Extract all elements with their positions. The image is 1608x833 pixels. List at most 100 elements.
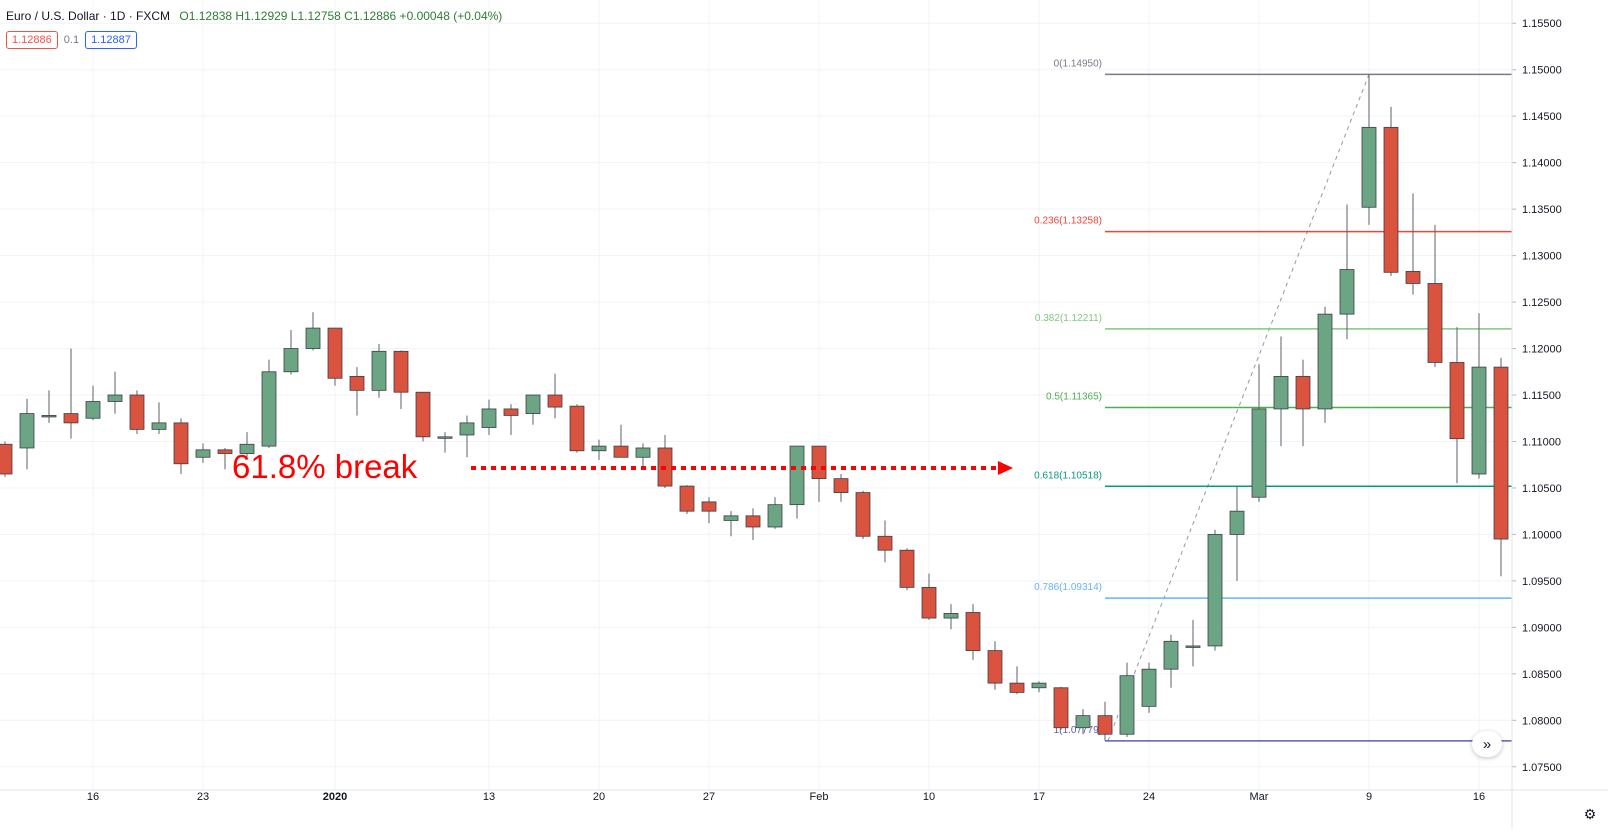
trade-badges: 1.12886 0.1 1.12887 xyxy=(6,31,137,49)
candle xyxy=(1295,359,1311,447)
fibonacci-retracement[interactable]: 0(1.14950) 0.236(1.13258) 0.382(1.12211) 0.… xyxy=(1034,58,1512,742)
candle xyxy=(1097,701,1113,741)
candle xyxy=(1163,634,1179,688)
sell-price-button[interactable]: 1.12886 xyxy=(6,31,58,49)
candle xyxy=(987,641,1003,690)
buy-price-button[interactable]: 1.12887 xyxy=(85,31,137,49)
candle-body xyxy=(811,445,827,480)
candle-body xyxy=(1207,534,1223,647)
candle xyxy=(1427,224,1443,368)
candle-body xyxy=(591,445,607,452)
candle-body xyxy=(195,449,211,458)
time-tick-label: 9 xyxy=(1366,791,1372,803)
price-tick-label: 1.15000 xyxy=(1522,65,1562,77)
time-axis[interactable]: 16 23 2020 13 20 27 Feb 10 17 24 Mar 9 16 xyxy=(0,789,1608,803)
candle xyxy=(437,432,453,453)
candle-body xyxy=(679,485,695,512)
double-chevron-right-icon: » xyxy=(1482,735,1492,753)
candle xyxy=(1229,486,1245,581)
candle-body xyxy=(283,348,299,373)
candle-body xyxy=(833,478,849,493)
time-tick-label: 24 xyxy=(1143,791,1155,803)
candle-body xyxy=(327,327,343,379)
price-tick-label: 1.11500 xyxy=(1522,390,1561,402)
scroll-to-realtime-button[interactable]: » xyxy=(1472,731,1502,757)
candle xyxy=(1119,662,1135,738)
candle xyxy=(239,432,255,459)
candle xyxy=(877,520,893,563)
candle-body xyxy=(481,408,497,428)
time-tick-label: 13 xyxy=(483,791,495,803)
candle xyxy=(415,391,431,442)
candle xyxy=(855,490,871,540)
candle xyxy=(547,373,563,419)
candle-body xyxy=(613,445,629,458)
candle xyxy=(657,434,673,488)
candle-body xyxy=(569,405,585,452)
price-tick-label: 1.13500 xyxy=(1522,204,1562,216)
candle-body xyxy=(525,394,541,414)
candle xyxy=(0,441,13,477)
candle-body xyxy=(217,449,233,454)
candle xyxy=(459,415,475,458)
price-tick-label: 1.10500 xyxy=(1522,483,1562,495)
candle-body xyxy=(1427,283,1443,363)
candle xyxy=(679,485,695,514)
candle xyxy=(195,443,211,463)
candle-body xyxy=(371,350,387,391)
candle-body xyxy=(151,422,167,430)
candle-body xyxy=(459,422,475,436)
time-tick-label: 20 xyxy=(593,791,605,803)
price-axis[interactable]: 1.07500 1.08000 1.08500 1.09000 1.09500 1.100… xyxy=(1511,0,1562,828)
candle-body xyxy=(745,515,761,528)
candle-body xyxy=(943,613,959,619)
candle xyxy=(525,394,541,425)
candle xyxy=(943,604,959,630)
candle-body xyxy=(877,535,893,551)
time-tick-label: 10 xyxy=(923,791,935,803)
candle-body xyxy=(789,445,805,506)
candle xyxy=(217,447,233,470)
price-tick-label: 1.12500 xyxy=(1522,297,1562,309)
candle xyxy=(635,443,651,467)
candle xyxy=(283,329,299,375)
time-tick-label: 27 xyxy=(703,791,715,803)
candle xyxy=(1185,619,1201,667)
candle-body xyxy=(1251,408,1267,498)
candle-body xyxy=(173,422,189,465)
spread-value: 0.1 xyxy=(63,34,80,46)
candle xyxy=(349,367,365,416)
candle xyxy=(1031,681,1047,693)
candle xyxy=(1493,357,1509,577)
settings-button[interactable]: ⚙ xyxy=(1580,804,1600,824)
candle-body xyxy=(1031,682,1047,689)
fib-level-label: 0.786(1.09314) xyxy=(1034,582,1102,593)
candle-body xyxy=(1493,366,1509,540)
candle-body xyxy=(965,612,981,651)
candle-body xyxy=(1339,269,1355,315)
fib-level-label: 0.382(1.12211) xyxy=(1035,313,1102,324)
candle xyxy=(613,424,629,458)
candle-body xyxy=(261,371,277,447)
candle-body xyxy=(701,501,717,512)
price-tick-label: 1.14500 xyxy=(1522,111,1562,123)
candle xyxy=(1471,313,1487,479)
candle-body xyxy=(1273,376,1289,410)
candle xyxy=(723,511,739,537)
candle-body xyxy=(1449,362,1465,440)
candle xyxy=(305,312,321,351)
candle-body xyxy=(855,492,871,537)
candle-body xyxy=(767,504,783,528)
price-tick-label: 1.08000 xyxy=(1522,715,1562,727)
candle xyxy=(1009,666,1025,695)
candle-body xyxy=(1075,715,1091,729)
candle xyxy=(1273,336,1289,447)
fib-level-label: 0.236(1.13258) xyxy=(1034,216,1102,227)
candle xyxy=(85,385,101,421)
candle xyxy=(1449,327,1465,484)
candle-body xyxy=(503,408,519,416)
candle-body xyxy=(1405,270,1421,284)
candle xyxy=(811,445,827,502)
